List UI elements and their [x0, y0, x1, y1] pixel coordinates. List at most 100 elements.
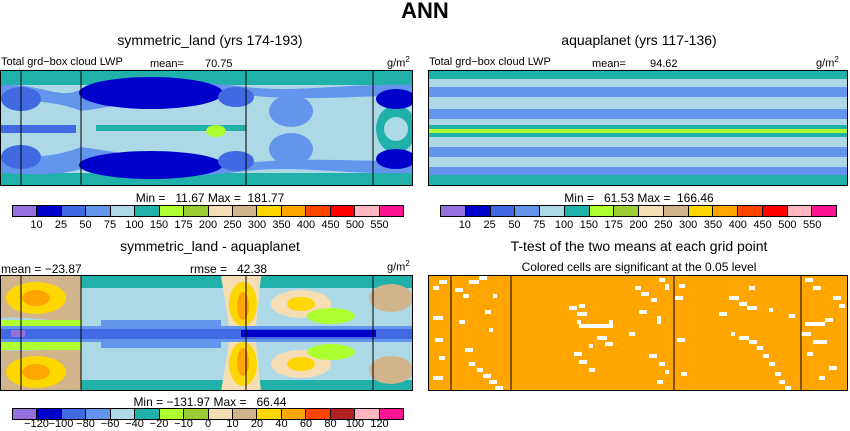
panel2-colorbar-swatch — [812, 206, 836, 216]
panel2-colorbar — [440, 205, 837, 217]
panel3-colorbar-swatch — [184, 409, 209, 419]
panel3-colorbar-swatch — [232, 409, 258, 419]
panel1-colorbar-swatch — [61, 206, 87, 216]
panel1-colorbar-swatch — [257, 206, 282, 216]
panel1-colorbar-label: 500 — [345, 219, 365, 231]
panel3-colorbar-swatch — [61, 409, 87, 419]
panel2-colorbar-labels: 10 25 50 75 100 150 175 200 250 300 350 400 450 500 55… — [440, 219, 837, 233]
panel3-colorbar-label: 20 — [250, 418, 264, 430]
panel3-colorbar-swatch — [355, 409, 380, 419]
panel3-min-max: Min = −131.97 Max = 66.44 — [133, 395, 287, 409]
panel2-colorbar-swatch — [688, 206, 714, 216]
panel1-colorbar-label: 100 — [125, 219, 144, 231]
panel1-colorbar-label: 300 — [247, 219, 267, 231]
panel4-ttest-cells — [429, 276, 847, 390]
panel2-colorbar-label: 75 — [533, 219, 546, 231]
panel2-colorbar-label: 400 — [728, 219, 747, 231]
panel2-variable: Total grd−box cloud LWP — [429, 56, 551, 68]
panel3-colorbar-label: −80 — [76, 418, 95, 430]
panel1-colorbar-swatch — [110, 206, 136, 216]
panel1-variable: Total grd−box cloud LWP — [1, 56, 123, 68]
panel2-colorbar-label: 150 — [579, 219, 599, 231]
panel2-colorbar-swatch — [441, 206, 466, 216]
panel1-colorbar-swatch — [232, 206, 258, 216]
panel3-colorbar-label: 10 — [226, 418, 239, 430]
panel2-colorbar-swatch — [738, 206, 763, 216]
panel3-colorbar-swatch — [257, 409, 282, 419]
panel1-colorbar-swatch — [86, 206, 111, 216]
panel2-colorbar-swatch — [589, 206, 615, 216]
panel3-map — [0, 275, 413, 391]
panel3-colorbar-swatch — [208, 409, 233, 419]
panel3-mean: mean = −23.87 — [1, 262, 82, 276]
panel1-colorbar-swatch — [159, 206, 185, 216]
panel1-mean-label: mean= — [150, 58, 184, 70]
panel3-colorbar-swatch — [379, 409, 403, 419]
panel2-colorbar-label: 10 — [458, 219, 471, 231]
panel2-colorbar-label: 550 — [803, 219, 822, 231]
panel1-colorbar-swatch — [281, 206, 307, 216]
panel1-min-max: Min = 11.67 Max = 181.77 — [135, 191, 285, 205]
panel3-colorbar-swatch — [37, 409, 62, 419]
panel2-colorbar-swatch — [762, 206, 788, 216]
panel2-colorbar-label: 50 — [508, 219, 521, 231]
panel1-colorbar-swatch — [184, 206, 209, 216]
panel1-colorbar-label: 400 — [296, 219, 316, 231]
panel2-colorbar-label: 100 — [554, 219, 574, 231]
panel1-colorbar-swatch — [13, 206, 38, 216]
panel1-title: symmetric_land (yrs 174-193) — [117, 32, 303, 48]
panel2-colorbar-swatch — [515, 206, 540, 216]
panel1-colorbar-label: 550 — [370, 219, 389, 231]
panel1-colorbar-label: 10 — [30, 219, 43, 231]
panel1-colorbar-swatch — [208, 206, 233, 216]
panel1-colorbar-labels: 10 25 50 75 100 150 175 200 250 300 350 400 450 500 55… — [12, 219, 404, 233]
panel2-colorbar-label: 350 — [703, 219, 723, 231]
panel3-colorbar-label: 60 — [299, 418, 313, 430]
panel3-colorbar-label: 100 — [345, 418, 365, 430]
panel1-contour — [1, 71, 412, 185]
panel1-mean-value: 70.75 — [205, 58, 233, 70]
panel1-colorbar-label: 25 — [54, 219, 68, 231]
panel2-units: g/m2 — [816, 55, 839, 70]
panel1-colorbar-swatch — [135, 206, 160, 216]
panel3-colorbar-swatch — [306, 409, 331, 419]
panel1-colorbar-swatch — [379, 206, 403, 216]
panel3-colorbar-swatch — [13, 409, 38, 419]
panel2-min-max: Min = 61.53 Max = 166.46 — [564, 191, 714, 205]
panel4-subtitle: Colored cells are significant at the 0.0… — [521, 260, 757, 274]
panel2-colorbar-swatch — [614, 206, 639, 216]
panel2-colorbar-swatch — [540, 206, 565, 216]
panel3-colorbar-swatch — [281, 409, 307, 419]
panel2-colorbar-label: 250 — [654, 219, 673, 231]
panel2-colorbar-swatch — [663, 206, 689, 216]
panel3-colorbar-swatch — [330, 409, 356, 419]
panel3-colorbar-label: −10 — [174, 418, 193, 430]
panel1-colorbar-label: 450 — [321, 219, 340, 231]
panel1-colorbar-swatch — [37, 206, 62, 216]
panel3-rmse: rmse = 42.38 — [190, 262, 268, 276]
panel1-map — [0, 70, 413, 186]
panel4-map — [428, 275, 848, 391]
panel3-units: g/m2 — [387, 259, 410, 274]
panel1-colorbar-label: 150 — [149, 219, 169, 231]
panel2-colorbar-swatch — [564, 206, 590, 216]
panel1-colorbar-swatch — [355, 206, 380, 216]
panel3-colorbar-label: 120 — [370, 418, 389, 430]
panel1-colorbar-label: 250 — [223, 219, 242, 231]
panel2-contour — [429, 71, 847, 185]
panel3-colorbar-label: −60 — [100, 418, 120, 430]
panel1-colorbar-label: 75 — [103, 219, 117, 231]
panel3-colorbar-label: −100 — [48, 418, 74, 430]
panel3-colorbar-label: −120 — [24, 418, 49, 430]
panel1-colorbar-label: 50 — [79, 219, 92, 231]
panel2-mean-value: 94.62 — [650, 58, 678, 70]
panel3-colorbar-swatch — [110, 409, 136, 419]
figure-title: ANN — [401, 0, 449, 23]
panel3-contour — [1, 276, 412, 390]
panel3-colorbar-swatch — [159, 409, 185, 419]
panel2-colorbar-label: 500 — [778, 219, 797, 231]
panel3-colorbar-label: −20 — [149, 418, 169, 430]
panel1-colorbar-label: 175 — [174, 219, 193, 231]
panel2-colorbar-label: 200 — [629, 219, 648, 231]
panel2-title: aquaplanet (yrs 117-136) — [561, 32, 717, 48]
